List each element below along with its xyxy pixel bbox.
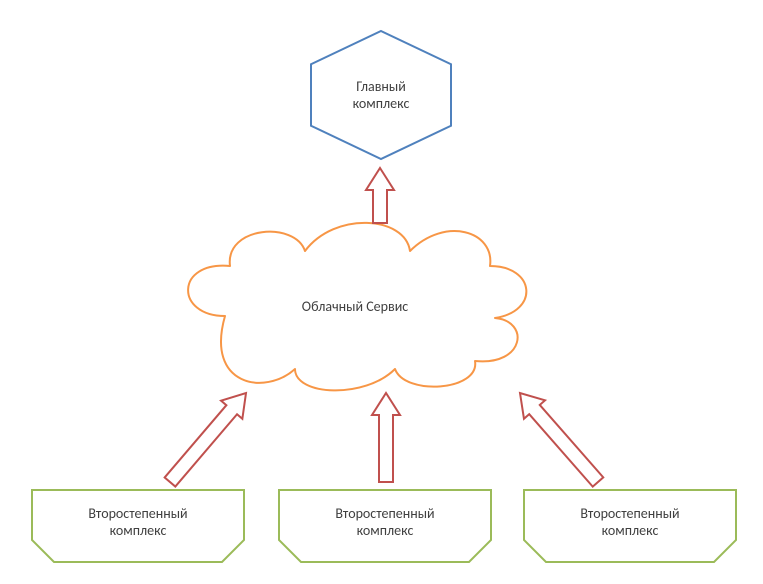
diagram-canvas: Главный комплекс Облачный Сервис Второст…	[0, 0, 763, 584]
main-complex-node	[311, 31, 451, 159]
secondary-complex-2-node	[279, 490, 491, 562]
arrow-sec3-to-cloud	[509, 384, 608, 491]
diagram-svg	[0, 0, 763, 584]
secondary-complex-3-node	[524, 490, 736, 562]
arrow-sec2-to-cloud	[372, 393, 400, 482]
secondary-complex-1-node	[32, 490, 244, 562]
cloud-service-node	[188, 223, 526, 391]
arrow-sec1-to-cloud	[159, 384, 256, 491]
arrow-cloud-to-main	[366, 168, 394, 223]
